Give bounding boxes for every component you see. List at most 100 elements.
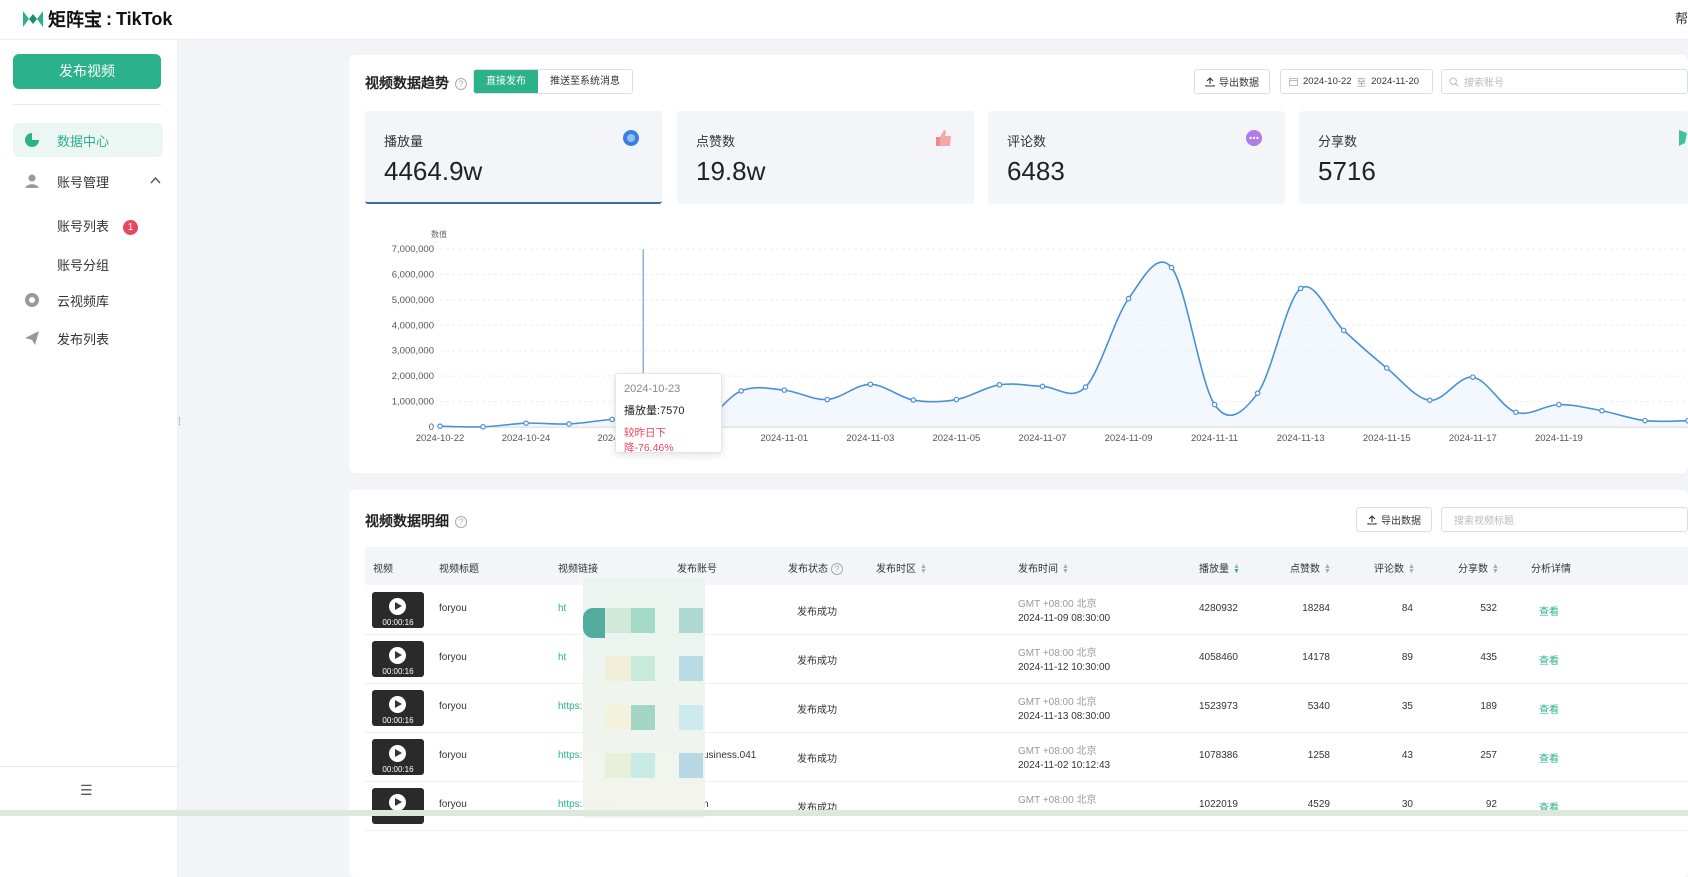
metric-value: 4464.9w: [384, 156, 483, 186]
col-likes[interactable]: 点赞数 ▲ ▼: [1290, 560, 1331, 575]
tooltip-date: 2024-10-23: [624, 383, 681, 395]
col-shares-label: 分享数: [1458, 564, 1488, 575]
comment-icon: [1246, 130, 1262, 146]
x-tick-label: 2024-10-24: [502, 433, 551, 444]
trend-chart[interactable]: 数值 0 1,000,000 2,000,000 3,000,000 4,000,000 5…: [365, 225, 1688, 455]
data-point[interactable]: [910, 397, 917, 403]
view-detail-link[interactable]: 查看: [1539, 607, 1559, 618]
data-point[interactable]: [867, 381, 874, 388]
data-point[interactable]: [523, 420, 529, 426]
data-point[interactable]: [480, 424, 486, 430]
data-point[interactable]: [1082, 384, 1089, 390]
metric-card-shares[interactable]: 分享数 5716: [1299, 111, 1688, 204]
sort-icon: ▲ ▼: [920, 563, 927, 576]
trend-title: 视频数据趋势?: [365, 73, 467, 93]
video-title-search-input[interactable]: 搜索视频标题: [1441, 507, 1688, 532]
help-icon[interactable]: ?: [455, 516, 467, 529]
y-tick-label: 6,000,000: [392, 269, 434, 280]
play-count: 1078386: [1199, 750, 1238, 761]
collapse-menu-icon[interactable]: ☰: [80, 782, 93, 798]
view-detail-link[interactable]: 查看: [1539, 803, 1559, 814]
date-range-picker[interactable]: 2024-10-22 至 2024-11-20: [1280, 69, 1433, 94]
data-point[interactable]: [437, 423, 443, 429]
sidebar-item-publish-list[interactable]: 发布列表: [13, 321, 163, 355]
col-plays[interactable]: 播放量 ▲ ▼: [1199, 560, 1240, 575]
col-shares[interactable]: 分享数 ▲ ▼: [1458, 560, 1499, 575]
video-title: foryou: [439, 603, 467, 614]
data-point[interactable]: [1470, 374, 1476, 380]
video-thumbnail[interactable]: 00:00:16: [372, 739, 424, 775]
data-point[interactable]: [1125, 295, 1132, 302]
data-point[interactable]: [1383, 365, 1390, 371]
data-point[interactable]: [1211, 401, 1218, 408]
play-count: 1523973: [1199, 701, 1238, 712]
metric-card-comments[interactable]: 评论数 6483: [988, 111, 1285, 204]
thumbs-up-icon: [936, 130, 951, 146]
video-thumbnail[interactable]: 00:00:16: [372, 641, 424, 677]
publish-video-button[interactable]: 发布视频: [13, 54, 161, 89]
view-detail-link[interactable]: 查看: [1539, 656, 1559, 667]
data-point[interactable]: [566, 421, 572, 427]
sidebar-resize-handle[interactable]: ⁞: [178, 417, 181, 428]
help-icon[interactable]: ?: [831, 563, 843, 576]
data-point[interactable]: [1599, 407, 1605, 414]
video-thumbnail[interactable]: [372, 788, 424, 824]
video-link[interactable]: ht: [558, 652, 567, 663]
col-comments-label: 评论数: [1374, 564, 1404, 575]
publish-time: 2024-11-12 10:30:00: [1018, 662, 1111, 673]
data-point[interactable]: [609, 416, 615, 423]
data-point[interactable]: [824, 396, 831, 403]
data-point[interactable]: [1513, 409, 1519, 416]
metric-card-plays[interactable]: 播放量 4464.9w: [365, 111, 662, 204]
metric-value: 5716: [1318, 156, 1376, 186]
data-point[interactable]: [1168, 264, 1175, 271]
tab-direct-publish[interactable]: 直接发布: [474, 70, 538, 93]
data-point[interactable]: [781, 387, 788, 393]
chevron-up-icon[interactable]: [150, 176, 161, 184]
video-duration: 00:00:16: [382, 667, 414, 676]
export-data-button[interactable]: 导出数据: [1194, 69, 1270, 94]
tab-push-system-message[interactable]: 推送至系统消息: [538, 70, 632, 93]
col-timezone[interactable]: 发布时区 ▲ ▼: [876, 560, 927, 575]
col-link: 视频链接: [558, 564, 598, 575]
video-title: foryou: [439, 701, 467, 712]
sidebar-item-account-management[interactable]: 账号管理: [13, 164, 163, 198]
col-publish-time[interactable]: 发布时间 ▲ ▼: [1018, 560, 1069, 575]
col-comments[interactable]: 评论数 ▲ ▼: [1374, 560, 1415, 575]
data-point[interactable]: [1254, 390, 1261, 396]
video-thumbnail[interactable]: 00:00:16: [372, 690, 424, 726]
help-icon[interactable]: ?: [455, 78, 467, 91]
data-point[interactable]: [1556, 401, 1562, 408]
view-detail-link[interactable]: 查看: [1539, 754, 1559, 765]
data-point[interactable]: [1297, 285, 1304, 292]
help-link[interactable]: 帮: [1674, 11, 1688, 26]
data-point[interactable]: [1039, 383, 1046, 390]
data-point[interactable]: [1340, 327, 1347, 334]
data-point[interactable]: [996, 381, 1003, 388]
view-detail-link[interactable]: 查看: [1539, 705, 1559, 716]
metric-card-likes[interactable]: 点赞数 19.8w: [677, 111, 974, 204]
publish-status: 发布成功: [797, 803, 837, 814]
sidebar-item-data-center[interactable]: 数据中心: [13, 123, 163, 157]
detail-export-button[interactable]: 导出数据: [1356, 507, 1432, 532]
table-row: 00:00:16 foryou https: 发布成功 GMT +08:00 北京 202…: [365, 684, 1688, 733]
account-search-input[interactable]: 搜索账号: [1441, 69, 1688, 94]
video-link[interactable]: https:: [558, 701, 583, 712]
sidebar-item-cloud-video[interactable]: 云视频库: [13, 283, 163, 317]
data-point[interactable]: [953, 396, 960, 403]
data-point[interactable]: [1685, 417, 1688, 424]
sort-icon: ▲ ▼: [1408, 563, 1415, 576]
date-start: 2024-10-22: [1303, 76, 1352, 87]
data-point[interactable]: [1642, 417, 1648, 424]
col-status: 发布状态?: [788, 560, 843, 576]
video-link[interactable]: ht: [558, 603, 567, 614]
video-thumbnail[interactable]: 00:00:16: [372, 592, 424, 628]
video-link[interactable]: https:: [558, 750, 583, 761]
sidebar-item-account-group[interactable]: 账号分组: [57, 255, 109, 274]
data-point[interactable]: [1426, 397, 1433, 404]
data-point[interactable]: [738, 388, 745, 394]
comment-count: 30: [1401, 799, 1413, 810]
y-tick-label: 5,000,000: [392, 295, 434, 306]
sidebar-item-account-list[interactable]: 账号列表 1: [57, 216, 139, 236]
app-logo[interactable]: 矩阵宝 : TikTok: [22, 6, 172, 32]
